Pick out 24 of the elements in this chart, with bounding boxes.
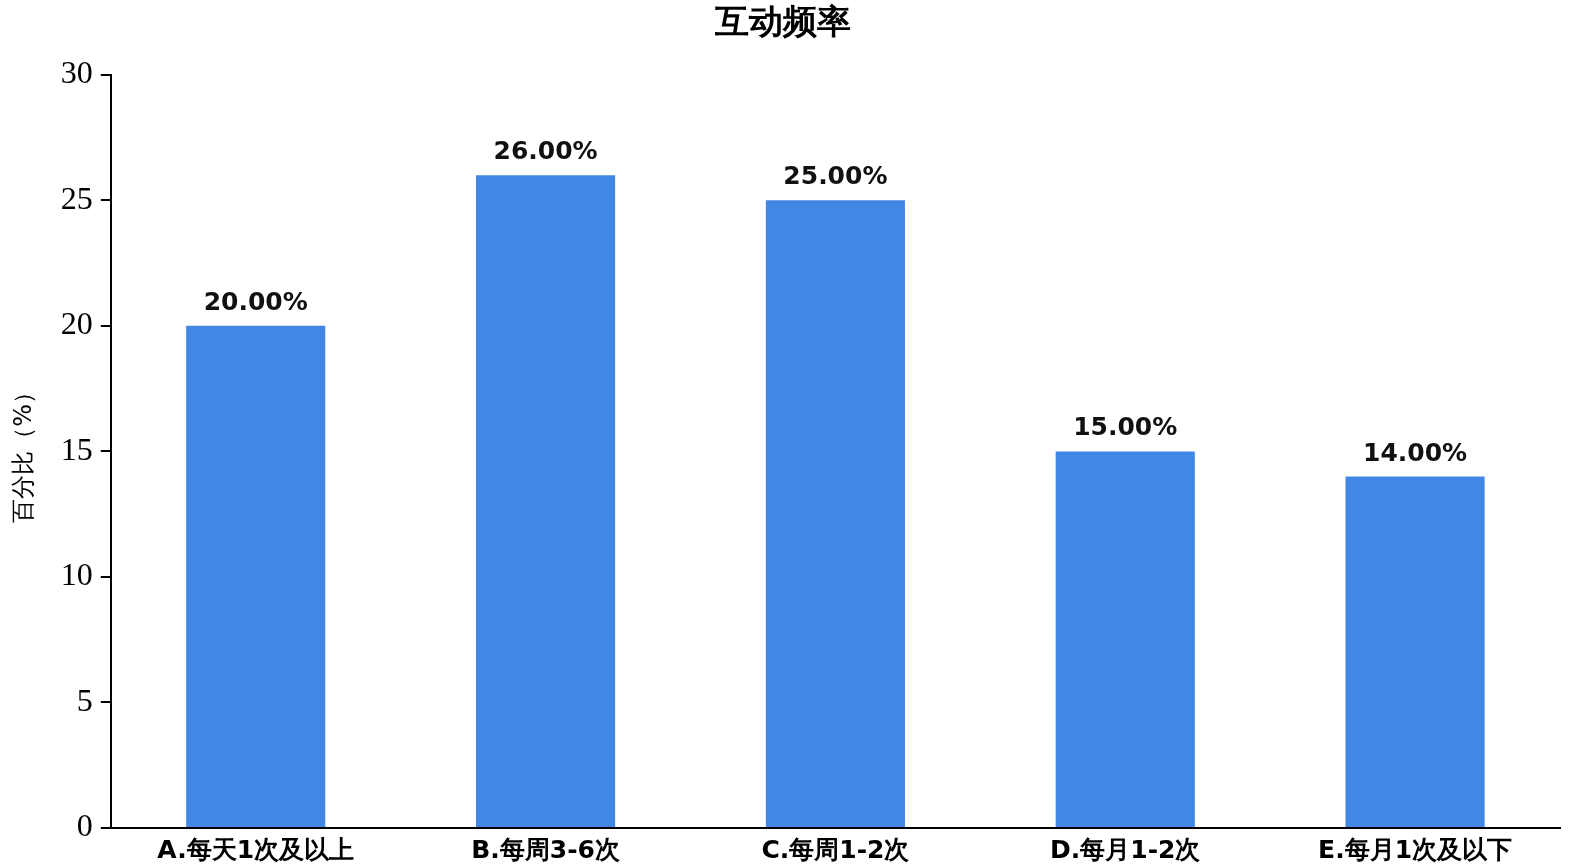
data-label: 25.00% — [783, 161, 888, 191]
x-tick-label: E.每月1次及以下 — [1318, 834, 1513, 864]
data-label: 14.00% — [1363, 437, 1468, 467]
y-axis-title: 百分比（%） — [8, 379, 37, 523]
y-tick-label: 15 — [60, 430, 93, 467]
bar — [765, 200, 905, 827]
y-tick-label: 20 — [60, 305, 93, 342]
x-tick-label: D.每月1-2次 — [1050, 834, 1202, 864]
data-label: 26.00% — [493, 136, 598, 166]
y-tick-label: 5 — [76, 681, 93, 718]
chart-title: 互动频率 — [714, 1, 851, 42]
y-tick-label: 25 — [60, 179, 93, 216]
y-tick-label: 10 — [60, 556, 93, 593]
data-label: 15.00% — [1073, 412, 1178, 442]
y-tick-label: 30 — [60, 54, 93, 91]
bar — [1345, 476, 1485, 827]
bar — [1055, 451, 1195, 827]
x-tick-label: A.每天1次及以上 — [157, 834, 355, 864]
bar — [476, 175, 616, 827]
x-tick-label: B.每周3-6次 — [471, 834, 621, 864]
bar — [186, 325, 326, 827]
y-tick-label: 0 — [76, 807, 93, 844]
x-tick-label: C.每周1-2次 — [761, 834, 911, 864]
data-label: 20.00% — [203, 286, 308, 316]
